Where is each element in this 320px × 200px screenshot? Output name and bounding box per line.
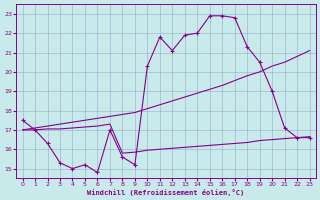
X-axis label: Windchill (Refroidissement éolien,°C): Windchill (Refroidissement éolien,°C) [87, 189, 245, 196]
